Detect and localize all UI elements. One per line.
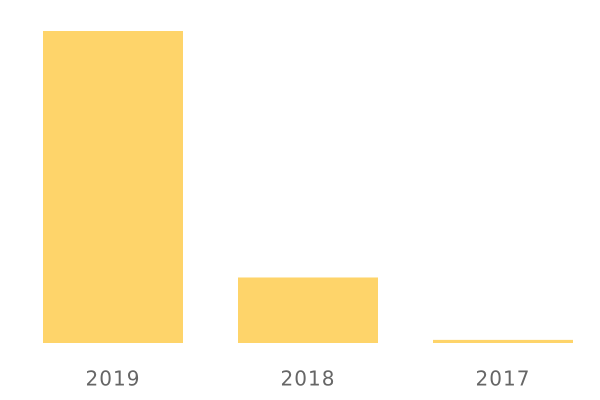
x-tick-label: 2019 (86, 367, 141, 391)
bar (43, 31, 183, 343)
bar (433, 339, 573, 343)
x-tick-label: 2018 (281, 367, 336, 391)
x-tick-label: 2017 (476, 367, 531, 391)
bar (238, 277, 378, 343)
